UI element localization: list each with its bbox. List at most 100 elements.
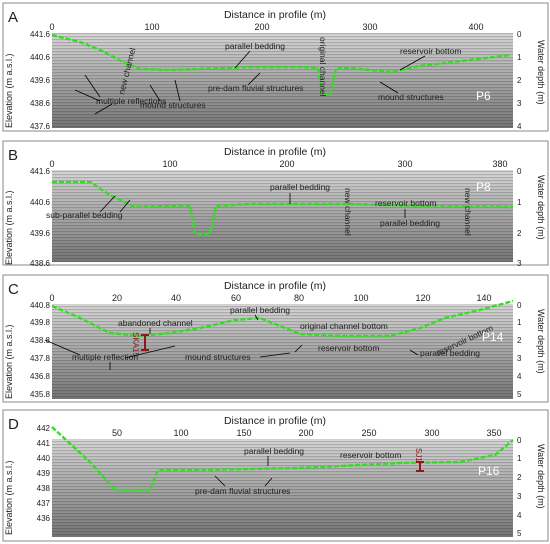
svg-text:435.8: 435.8 — [30, 390, 51, 399]
svg-text:438.8: 438.8 — [30, 336, 51, 345]
svg-text:439.6: 439.6 — [30, 76, 51, 85]
elevation-tick-labels: 441.6 440.6 439.6 438.6 — [30, 167, 51, 268]
reflector-line — [51, 426, 514, 492]
svg-text:parallel bedding: parallel bedding — [270, 182, 330, 192]
elevation-tick-labels: 440.8 439.8 438.8 437.8 436.8 435.8 — [30, 301, 51, 399]
svg-text:sub-parallel bedding: sub-parallel bedding — [46, 210, 123, 220]
svg-text:440.8: 440.8 — [30, 301, 51, 310]
core-marker: SKA15 — [131, 332, 149, 357]
reflector-line — [51, 299, 514, 338]
y-axis-title-right: Water depth (m) — [536, 40, 546, 105]
x-tick: 100 — [144, 22, 159, 32]
svg-text:new channel: new channel — [463, 188, 473, 236]
svg-text:2: 2 — [517, 336, 522, 345]
x-tick-labels: 0 20 40 60 80 100 120 140 — [49, 293, 491, 303]
svg-text:300: 300 — [397, 159, 412, 169]
panel-letter: C — [8, 281, 19, 298]
svg-text:380: 380 — [492, 159, 507, 169]
svg-text:140: 140 — [476, 293, 491, 303]
svg-text:4: 4 — [517, 511, 522, 520]
svg-text:multiple reflection: multiple reflection — [72, 352, 138, 362]
svg-text:2: 2 — [517, 473, 522, 482]
panel-c: C Distance in profile (m) 0 20 40 60 80 … — [2, 274, 549, 403]
svg-text:4: 4 — [517, 122, 522, 131]
annotation-arrows — [214, 456, 273, 487]
radargram-texture — [52, 33, 513, 128]
svg-text:350: 350 — [486, 428, 501, 438]
radargram-texture — [52, 304, 513, 399]
svg-text:abandoned channel: abandoned channel — [118, 318, 193, 328]
svg-text:436.8: 436.8 — [30, 372, 51, 381]
core-marker: SJ1 — [414, 448, 424, 472]
svg-text:2: 2 — [517, 76, 522, 85]
svg-text:pre-dam fluvial structures: pre-dam fluvial structures — [195, 486, 290, 496]
svg-text:2: 2 — [517, 229, 522, 238]
radargram-texture — [52, 170, 513, 262]
x-axis-title: Distance in profile (m) — [224, 280, 326, 292]
svg-text:40: 40 — [171, 293, 181, 303]
y-axis-title-left: Elevation (m a.s.l.) — [4, 190, 14, 265]
svg-text:150: 150 — [236, 428, 251, 438]
x-axis-title: Distance in profile (m) — [224, 146, 326, 158]
svg-text:0: 0 — [49, 159, 54, 169]
svg-text:3: 3 — [517, 492, 522, 501]
svg-text:20: 20 — [112, 293, 122, 303]
panel-frame — [2, 274, 549, 403]
x-axis-title: Distance in profile (m) — [224, 415, 326, 427]
annotation: original channel — [318, 37, 328, 97]
x-tick: 400 — [468, 22, 483, 32]
x-tick-labels: 50 100 150 200 250 300 350 — [112, 428, 502, 438]
svg-text:3: 3 — [517, 99, 522, 108]
panel-d: D Distance in profile (m) 50 100 150 200… — [2, 409, 549, 542]
svg-text:5: 5 — [517, 529, 522, 538]
annotation: parallel bedding — [225, 41, 285, 51]
svg-text:200: 200 — [279, 159, 294, 169]
core-label: SKA15 — [131, 332, 140, 357]
annotations: parallel bedding sub-parallel bedding re… — [46, 182, 473, 236]
depth-tick-labels: 0 1 2 3 — [517, 167, 522, 268]
x-tick-labels: 0 100 200 300 380 — [49, 159, 507, 169]
panel-frame — [2, 2, 549, 132]
svg-text:mound structures: mound structures — [185, 352, 251, 362]
x-tick-labels: 0 100 200 300 400 — [49, 22, 483, 32]
svg-text:1: 1 — [517, 318, 522, 327]
svg-text:200: 200 — [298, 428, 313, 438]
annotation: reservoir bottom — [400, 46, 461, 56]
depth-tick-labels: 0 1 2 3 4 5 — [517, 301, 522, 399]
svg-text:0: 0 — [517, 301, 522, 310]
svg-text:438: 438 — [37, 484, 51, 493]
panel-letter: A — [8, 9, 18, 26]
y-axis-title-right: Water depth (m) — [536, 444, 546, 509]
svg-text:0: 0 — [517, 436, 522, 445]
x-tick: 0 — [49, 22, 54, 32]
svg-text:442: 442 — [37, 424, 51, 433]
x-axis-title: Distance in profile (m) — [224, 9, 326, 21]
core-label: SJ1 — [414, 448, 423, 462]
svg-text:50: 50 — [112, 428, 122, 438]
y-axis-title-right: Water depth (m) — [536, 175, 546, 240]
y-axis-title-left: Elevation (m a.s.l.) — [4, 460, 14, 535]
svg-text:437: 437 — [37, 499, 51, 508]
panel-a: A Distance in profile (m) 0 100 200 300 … — [2, 2, 549, 132]
svg-text:parallel bedding: parallel bedding — [244, 446, 304, 456]
svg-text:0: 0 — [517, 30, 522, 39]
svg-text:original channel bottom: original channel bottom — [300, 321, 388, 331]
profile-label: P16 — [478, 464, 500, 478]
svg-text:100: 100 — [162, 159, 177, 169]
svg-text:0: 0 — [517, 167, 522, 176]
svg-text:80: 80 — [294, 293, 304, 303]
panel-letter: B — [8, 147, 18, 164]
y-axis-title-left: Elevation (m a.s.l.) — [4, 53, 14, 128]
svg-text:120: 120 — [415, 293, 430, 303]
svg-text:437.8: 437.8 — [30, 354, 51, 363]
svg-text:5: 5 — [517, 390, 522, 399]
svg-text:439: 439 — [37, 469, 51, 478]
annotation-arrows — [74, 50, 426, 115]
svg-text:new channel: new channel — [343, 188, 353, 236]
svg-text:441: 441 — [37, 439, 51, 448]
depth-tick-labels: 0 1 2 3 4 — [517, 30, 522, 131]
annotation: mound structures — [378, 92, 444, 102]
svg-text:438.6: 438.6 — [30, 259, 51, 268]
y-axis-title-left: Elevation (m a.s.l.) — [4, 324, 14, 399]
